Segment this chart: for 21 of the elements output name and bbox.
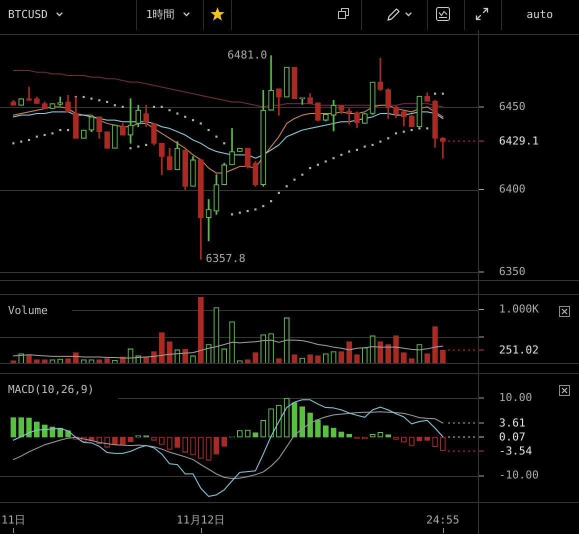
x-tick-label: 11日 — [1, 513, 26, 526]
annotation: 6481.0 — [227, 48, 268, 62]
text: Volume — [8, 303, 48, 318]
y-tick-label: 6350 — [499, 265, 526, 278]
text: 3.61 — [499, 416, 526, 430]
x-tick-label: 11月12日 — [176, 513, 226, 526]
text: 251.02 — [499, 343, 539, 356]
y-tick-label: 6450 — [499, 100, 526, 113]
y-tick-label: -10.00 — [499, 468, 539, 482]
chart-subtitle: 1時間 — [146, 7, 175, 22]
chart-title: BTCUSD — [8, 7, 48, 22]
text: -3.54 — [499, 444, 532, 458]
y-tick-label: 1.000K — [499, 302, 540, 316]
text: 6429.1 — [499, 134, 539, 148]
y-tick-label: 10.00 — [499, 391, 532, 404]
text: auto — [526, 7, 553, 22]
text: 0.07 — [499, 430, 526, 444]
y-tick-label: 6400 — [499, 182, 526, 196]
annotation: 6357.8 — [206, 252, 246, 266]
x-tick-label: 24:55 — [426, 513, 460, 526]
text: MACD(10,26,9) — [8, 382, 94, 397]
